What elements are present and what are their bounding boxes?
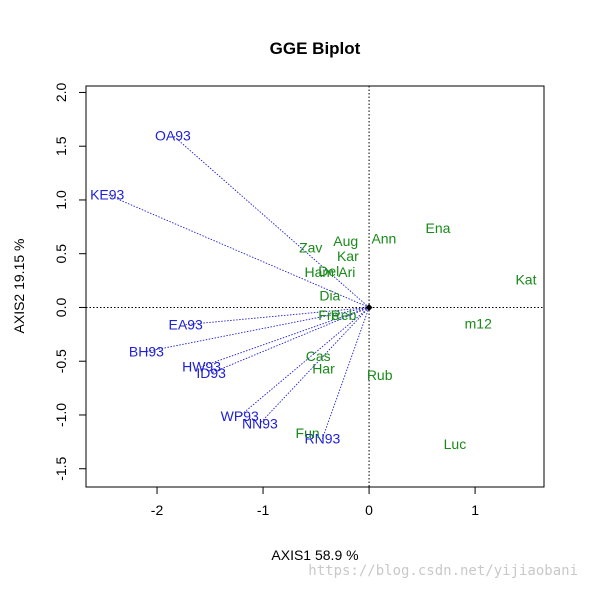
x-tick-label-1: 1	[471, 502, 479, 518]
vector-nn93	[259, 307, 370, 424]
vector-oa93	[172, 135, 370, 308]
y-axis-label: AXIS2 19.15 %	[11, 239, 27, 334]
y-tick-label--0-5: -0.5	[53, 349, 69, 373]
genotype-label-ham: Ham	[304, 264, 334, 280]
genotype-label-dia: Dia	[319, 288, 340, 304]
genotype-label-fre: Fre	[318, 307, 339, 323]
genotype-label-fun: Fun	[296, 425, 320, 441]
genotype-label-kat: Kat	[515, 272, 536, 288]
genotype-label-cas: Cas	[306, 348, 331, 364]
y-tick-label-0-5: 0.5	[53, 244, 69, 264]
vector-rn93	[321, 307, 370, 439]
environment-label-wp93: WP93	[221, 408, 259, 424]
genotype-label-kar: Kar	[337, 248, 359, 264]
chart-title: GGE Biplot	[270, 39, 361, 58]
y-tick-label--1-5: -1.5	[53, 456, 69, 480]
environment-label-id93: ID93	[196, 365, 226, 381]
genotype-label-ari: Ari	[338, 264, 355, 280]
environment-label-oa93: OA93	[155, 127, 191, 143]
genotype-label-luc: Luc	[444, 436, 467, 452]
y-tick-label--1-0: -1.0	[53, 403, 69, 427]
vector-bh93	[146, 307, 370, 352]
environment-label-hw93: HW93	[182, 359, 221, 375]
genotype-label-aug: Aug	[333, 233, 358, 249]
genotype-label-reb: Reb	[331, 307, 357, 323]
watermark-text: https://blog.csdn.net/yijiaobani	[308, 563, 578, 579]
environment-label-bh93: BH93	[129, 344, 164, 360]
x-tick-label--1: -1	[257, 502, 270, 518]
environment-label-rn93: RN93	[305, 431, 341, 447]
genotype-label-zav: Zav	[299, 239, 322, 255]
x-tick-label-0: 0	[365, 502, 373, 518]
x-tick-label--2: -2	[151, 502, 164, 518]
plot-border	[85, 85, 545, 488]
genotype-label-ena: Ena	[426, 220, 451, 236]
x-axis-label: AXIS1 58.9 %	[271, 547, 358, 563]
environment-label-ea93: EA93	[169, 317, 203, 333]
origin-marker	[365, 303, 373, 311]
genotype-label-m12: m12	[465, 316, 492, 332]
genotype-label-har: Har	[312, 361, 335, 377]
y-tick-label-0-0: 0.0	[53, 298, 69, 318]
y-tick-label-2-0: 2.0	[53, 83, 69, 103]
vector-wp93	[239, 307, 370, 417]
vector-ea93	[185, 307, 370, 326]
y-tick-label-1-5: 1.5	[53, 136, 69, 156]
vector-hw93	[201, 307, 370, 368]
genotype-label-del: Del	[318, 263, 339, 279]
genotype-label-rub: Rub	[367, 367, 393, 383]
environment-label-nn93: NN93	[242, 416, 278, 432]
plot-area: -2 -1 0 1 -1.5 -1.0 -0.5 0.0 0.5 1.0 1.5 2.0 OA93 KE9…	[53, 83, 545, 518]
environment-label-ke93: KE93	[90, 187, 124, 203]
vector-ke93	[107, 194, 370, 308]
y-tick-label-1-0: 1.0	[53, 190, 69, 210]
genotype-label-ann: Ann	[371, 231, 396, 247]
